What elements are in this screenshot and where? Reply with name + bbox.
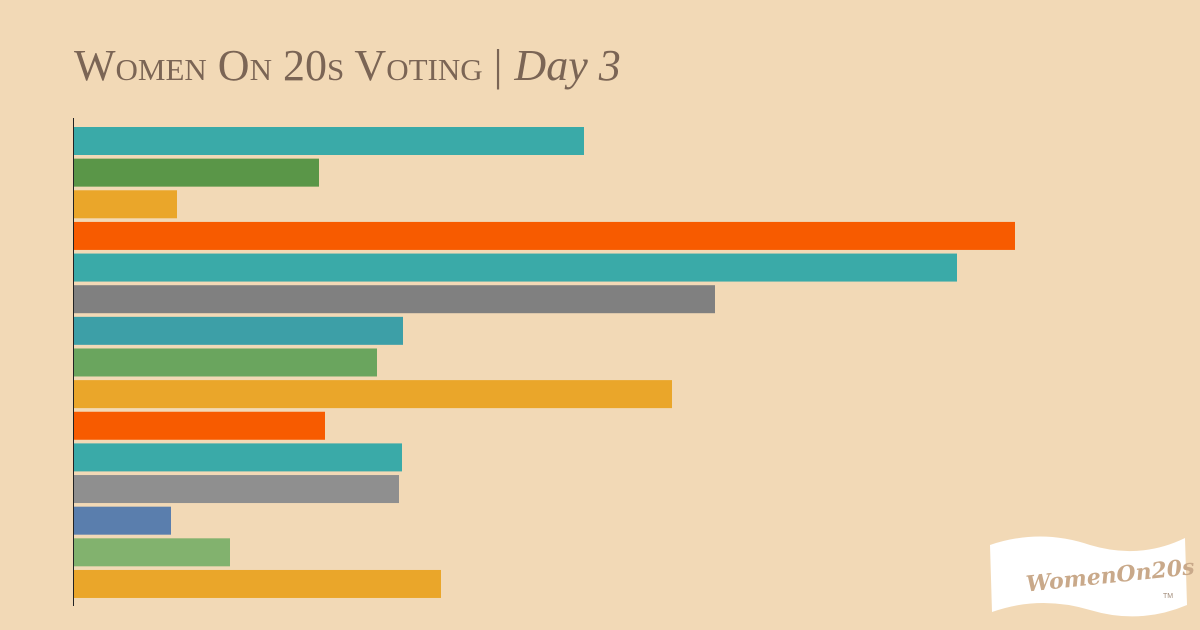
bar <box>74 380 672 409</box>
logo-tm: TM <box>1163 593 1173 600</box>
logo: WomenOn20s TM <box>990 536 1196 617</box>
title-day: Day 3 <box>513 41 620 90</box>
title-main: Women On 20s Voting | <box>74 41 502 90</box>
bar <box>74 127 584 155</box>
bar <box>74 506 171 535</box>
bar <box>74 158 319 187</box>
bar <box>74 190 177 219</box>
chart-title: Women On 20s Voting | Day 3 <box>74 41 621 90</box>
bar <box>74 475 399 504</box>
bar <box>74 569 441 598</box>
logo-flag <box>990 536 1187 617</box>
bar <box>74 411 325 440</box>
bar <box>74 348 377 377</box>
bar <box>74 221 1015 250</box>
bar <box>74 316 403 345</box>
bar <box>74 538 230 567</box>
bar <box>74 285 715 314</box>
bar <box>74 443 402 472</box>
bar <box>74 253 957 282</box>
